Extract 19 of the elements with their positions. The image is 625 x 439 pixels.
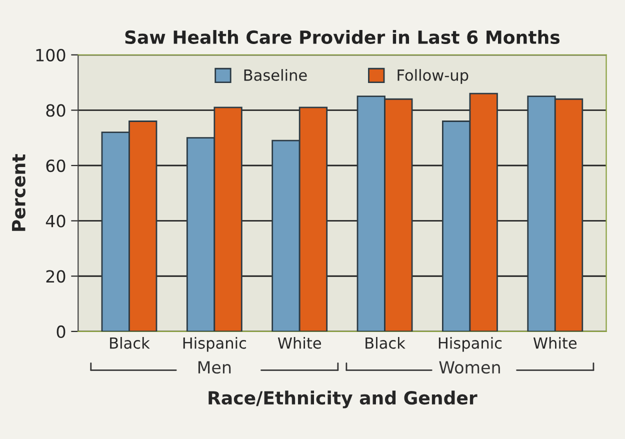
y-tick-label: 40 — [46, 214, 66, 228]
x-tick-label: Hispanic — [183, 337, 246, 352]
y-tick-label: 100 — [36, 48, 66, 62]
y-tick-label: 20 — [46, 270, 66, 283]
y-tick-label: 0 — [56, 325, 66, 338]
y-axis-title: Percent — [12, 154, 26, 231]
x-axis-title: Race/Ethnicity and Gender — [208, 390, 478, 408]
text: Women — [439, 361, 500, 374]
legend-label: Follow-up — [398, 69, 468, 84]
text: Men — [198, 361, 231, 374]
y-tick-label: 80 — [46, 104, 66, 117]
legend-label: Baseline — [244, 69, 307, 81]
chart-title: Saw Health Care Provider in Last 6 Months — [125, 30, 560, 44]
x-tick-label: Black — [366, 337, 406, 349]
x-tick-label: White — [278, 337, 321, 349]
x-tick-label: Black — [110, 337, 150, 349]
x-tick-label: White — [533, 337, 577, 349]
x-tick-label: Hispanic — [438, 337, 502, 352]
y-tick-label: 60 — [46, 159, 66, 172]
